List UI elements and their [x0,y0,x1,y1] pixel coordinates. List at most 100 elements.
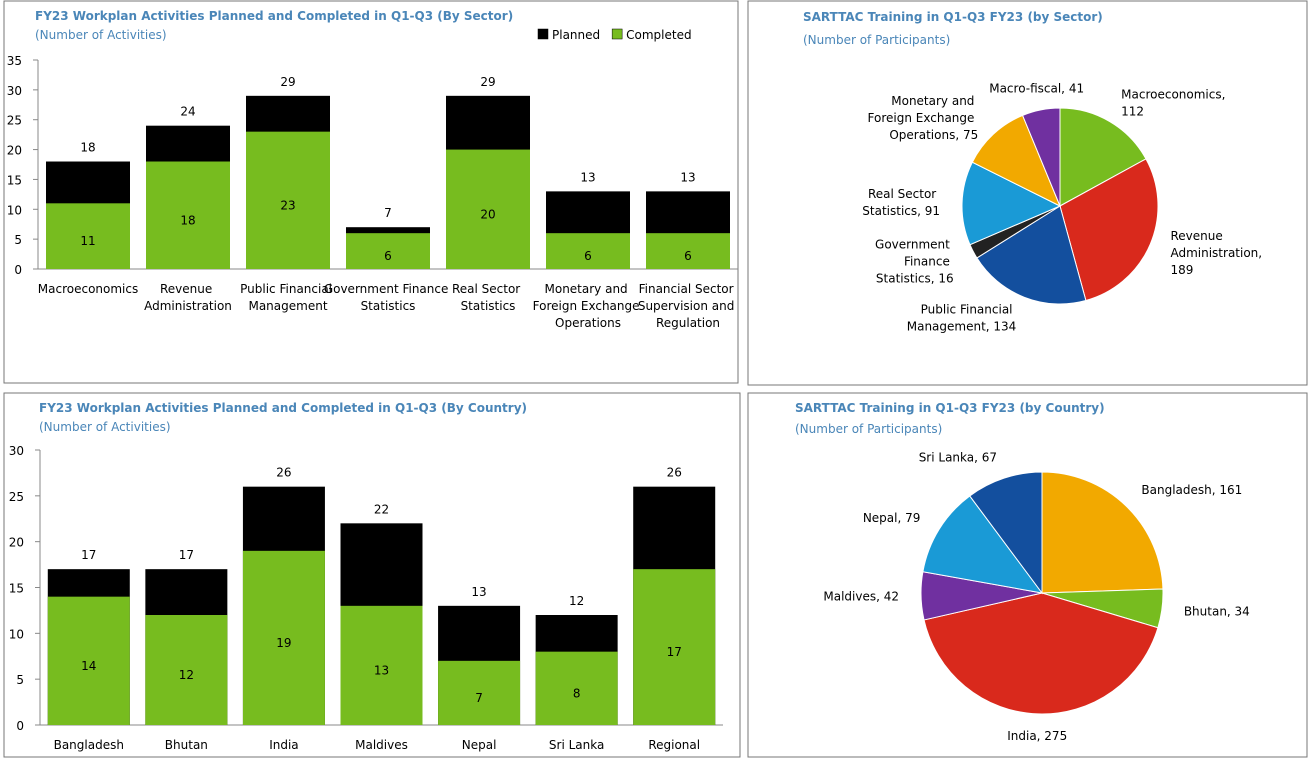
data-label: 23 [280,198,295,212]
y-tick-label: 30 [7,84,22,98]
data-label: 20 [480,207,495,221]
x-tick-label: Government Finance Statistics [324,282,452,313]
data-label: 17 [81,548,96,562]
slice-label: Public Financial Management, 134 [907,302,1017,333]
slice-label: Monetary and Foreign Exchange Operations… [868,94,979,142]
y-tick-label: 5 [14,233,22,247]
bar [46,203,130,269]
data-label: 13 [374,663,389,677]
y-tick-label: 0 [16,719,24,733]
pie-slice [922,495,1044,594]
bar [145,615,228,725]
data-label: 18 [180,213,195,227]
x-tick-label: Bangladesh [54,738,124,752]
chart-subtitle: (Number of Activities) [39,420,171,434]
x-tick-label: Regional [648,738,700,752]
x-tick-label: Monetary and Foreign Exchange Operations [533,282,644,330]
bar [346,233,430,269]
chart-subtitle: (Number of Participants) [795,422,942,436]
slice-label: Sri Lanka, 67 [919,450,997,464]
x-tick-label: Revenue Administration [144,282,232,313]
x-tick-label: Real Sector Statistics [452,282,524,313]
pie-slice [1059,107,1147,207]
y-tick-label: 10 [9,627,24,641]
data-label: 26 [276,466,291,480]
y-tick-label: 30 [9,444,24,458]
data-label: 11 [80,234,95,248]
bar [535,651,618,725]
data-label: 29 [280,75,295,89]
x-tick-label: Maldives [355,738,408,752]
slice-label: Government Finance Statistics, 16 [875,238,954,286]
pie-slice [961,161,1062,246]
y-tick-label: 5 [16,673,24,687]
slice-label: Macroeconomics, 112 [1121,87,1229,118]
y-tick-label: 15 [7,173,22,187]
data-label: 13 [580,170,595,184]
data-label: 8 [573,686,581,700]
y-tick-label: 15 [9,582,24,596]
data-label: 13 [680,170,695,184]
pie-slice [971,114,1061,208]
panel [747,392,1308,758]
data-label: 22 [374,502,389,516]
bar [438,660,521,725]
bar [242,550,325,725]
y-tick-label: 20 [9,536,24,550]
bar [646,233,730,269]
y-tick-label: 25 [9,490,24,504]
y-tick-label: 10 [7,203,22,217]
data-label: 14 [81,659,96,673]
data-label: 12 [569,594,584,608]
pie-slice [976,205,1087,305]
data-label: 6 [684,249,692,263]
chart-subtitle: (Number of Participants) [803,33,950,47]
chart-title: SARTTAC Training in Q1-Q3 FY23 (by Count… [795,401,1105,415]
legend-swatch [537,28,549,40]
pie-slice [1059,158,1159,302]
data-label: 7 [475,691,483,705]
slice-label: Nepal, 79 [863,511,921,525]
y-tick-label: 0 [14,263,22,277]
data-label: 6 [384,249,392,263]
slice-label: India, 275 [1007,729,1067,743]
x-tick-label: Bhutan [165,738,208,752]
x-tick-label: Nepal [462,738,497,752]
pie-slice [1041,471,1164,594]
data-label: 6 [584,249,592,263]
bar [340,605,423,725]
slice-label: Revenue Administration, 189 [1170,229,1265,277]
pie-slice [1021,107,1061,207]
chart-title: FY23 Workplan Activities Planned and Com… [35,9,513,23]
data-label: 26 [667,466,682,480]
x-tick-label: Sri Lanka [549,738,604,752]
data-label: 17 [179,548,194,562]
x-tick-label: Macroeconomics [38,282,138,296]
bar [47,596,130,725]
chart-title: FY23 Workplan Activities Planned and Com… [39,401,527,415]
slice-label: Maldives, 42 [823,589,899,603]
data-label: 12 [179,668,194,682]
y-tick-label: 20 [7,144,22,158]
pie-slice [969,471,1043,595]
panel [3,0,739,384]
y-tick-label: 25 [7,114,22,128]
data-label: 29 [480,75,495,89]
slice-label: Bangladesh, 161 [1141,483,1242,497]
data-label: 17 [667,645,682,659]
slice-label: Real Sector Statistics, 91 [862,187,940,218]
bar [146,161,230,269]
bar [446,149,530,269]
chart-subtitle: (Number of Activities) [35,28,167,42]
slice-label: Macro-fiscal, 41 [989,81,1084,95]
legend-label: Completed [626,28,691,42]
panel [3,392,741,758]
x-tick-label: India [269,738,298,752]
legend-label: Planned [552,28,600,42]
slice-label: Bhutan, 34 [1184,604,1250,618]
bar [546,233,630,269]
panel [747,0,1308,386]
pie-slice [923,592,1159,715]
legend-swatch [611,28,623,40]
